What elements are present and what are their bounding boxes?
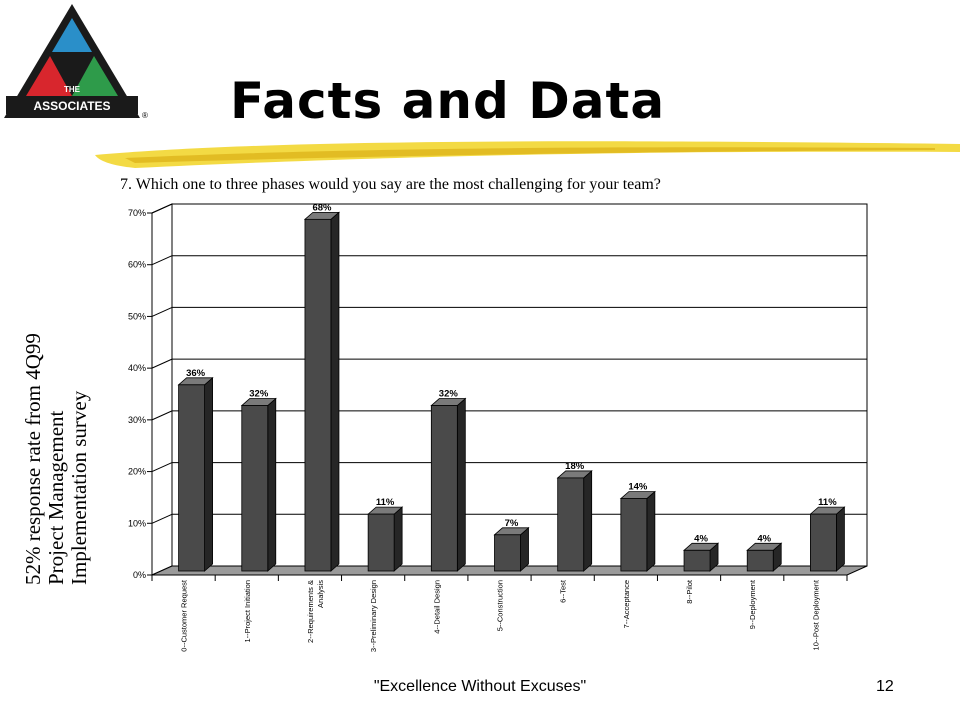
- category-label: 5--Construction: [496, 580, 505, 631]
- data-label: 4%: [757, 533, 771, 544]
- y-tick-label: 0%: [133, 570, 146, 580]
- logo-band: [6, 96, 138, 114]
- gridline-side: [151, 462, 173, 473]
- bar-front: [494, 534, 521, 572]
- bar: [367, 506, 404, 572]
- y-tick-label: 40%: [128, 363, 146, 373]
- survey-question: 7. Which one to three phases would you s…: [120, 176, 661, 193]
- bar-side: [836, 506, 845, 572]
- category-label: 3--Preliminary Design: [369, 580, 378, 652]
- bar-side: [204, 376, 213, 572]
- y-tick-label: 30%: [128, 415, 146, 425]
- data-label: 11%: [376, 497, 395, 508]
- category-label: 9--Deployment: [748, 579, 757, 629]
- gridline-side: [151, 513, 173, 524]
- y-tick-label: 20%: [128, 467, 146, 477]
- bar-front: [430, 405, 458, 572]
- bar: [303, 211, 341, 572]
- gridline-side: [151, 203, 173, 214]
- category-label: 6--Test: [559, 579, 568, 603]
- category-label: 1--Project Initiation: [243, 580, 252, 643]
- data-label: 32%: [439, 389, 459, 400]
- bar: [430, 397, 467, 572]
- logo-registered-mark: ®: [142, 111, 148, 120]
- bar-side: [330, 211, 340, 572]
- bar-front: [304, 218, 332, 572]
- y-tick-label: 50%: [128, 311, 146, 321]
- page-number: 12: [876, 678, 894, 695]
- bar: [493, 526, 530, 572]
- chart-left-wall: [151, 203, 173, 576]
- y-tick-label: 70%: [128, 208, 146, 218]
- bar: [682, 542, 720, 572]
- bar-side: [646, 490, 656, 572]
- bar-side: [583, 470, 593, 572]
- data-label: 11%: [818, 497, 837, 508]
- the-associates-logo: THE ASSOCIATES ®: [4, 4, 148, 120]
- category-label: 10--Post Deployment: [811, 579, 820, 650]
- bar-front: [367, 513, 395, 572]
- category-label: 0--Customer Request: [180, 579, 189, 652]
- y-tick-label: 60%: [128, 260, 146, 270]
- bar: [746, 542, 783, 572]
- logo-blue-segment: [52, 18, 92, 52]
- bar-side: [267, 397, 277, 572]
- bar-front: [683, 549, 711, 572]
- bar-front: [557, 477, 585, 572]
- logo-the-text: THE: [64, 85, 81, 94]
- gridline-side: [151, 255, 173, 266]
- y-tick-label: 10%: [128, 518, 146, 528]
- category-label: 4--Detail Design: [432, 580, 441, 634]
- data-label: 7%: [505, 518, 519, 529]
- bar: [809, 506, 846, 572]
- bar-side: [393, 506, 403, 572]
- logo-associates-text: ASSOCIATES: [33, 99, 110, 113]
- bar-front: [178, 384, 205, 572]
- data-label: 68%: [312, 202, 332, 213]
- bar-front: [746, 549, 774, 572]
- bar: [556, 470, 593, 572]
- logo-red-segment: [26, 56, 72, 96]
- yellow-brush-stroke: [95, 141, 960, 168]
- data-label: 18%: [565, 461, 585, 472]
- data-label: 4%: [694, 533, 708, 544]
- gridline-side: [151, 410, 173, 421]
- data-label: 32%: [249, 389, 269, 400]
- slide-title: Facts and Data: [230, 72, 666, 130]
- category-label: 8--Pilot: [685, 579, 694, 604]
- bar: [177, 376, 214, 572]
- bar-front: [620, 498, 648, 572]
- bar-side: [456, 397, 466, 572]
- gridline-side: [151, 358, 173, 369]
- bar-front: [810, 513, 837, 572]
- chart-back-wall: [171, 203, 868, 567]
- bar: [619, 490, 656, 572]
- footer-text: "Excellence Without Excuses": [373, 678, 587, 695]
- bar: [240, 397, 277, 572]
- logo-green-segment: [72, 56, 118, 96]
- data-label: 14%: [628, 482, 648, 493]
- data-label: 36%: [186, 368, 206, 379]
- bar-front: [241, 405, 269, 572]
- gridline-side: [151, 306, 173, 317]
- category-label: 2--Requirements &Analysis: [306, 580, 325, 643]
- category-label: 7--Acceptance: [622, 580, 631, 628]
